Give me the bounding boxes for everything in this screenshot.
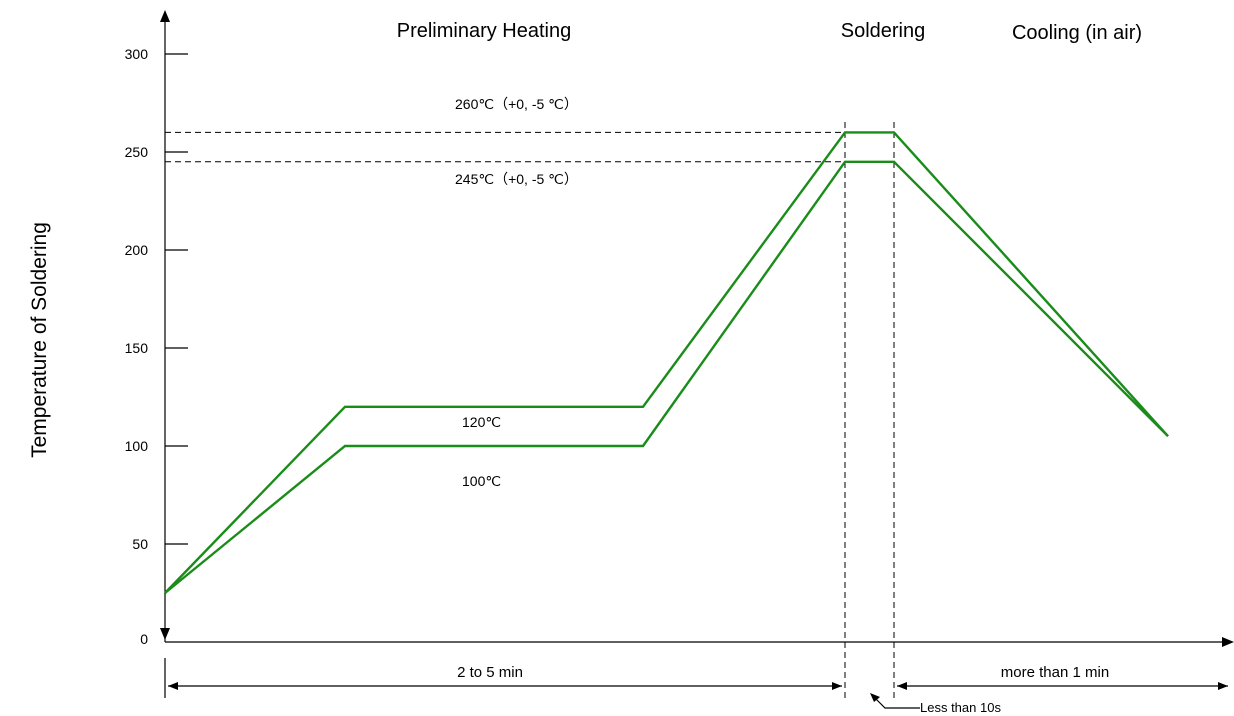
preheat-arrow-left	[168, 682, 178, 690]
y-tick-label-300: 300	[125, 46, 149, 62]
y-ticks: 0 50 100 150 200 250 300	[125, 46, 188, 647]
y-axis-arrow-top	[160, 10, 170, 22]
phase-label-preliminary: Preliminary Heating	[397, 20, 572, 42]
y-axis-arrow-bottom	[160, 628, 170, 640]
duration-cooling: more than 1 min	[1001, 664, 1109, 681]
y-axis-label: Temperature of Soldering	[28, 222, 51, 458]
y-tick-label-50: 50	[132, 536, 148, 552]
phase-label-soldering: Soldering	[841, 20, 926, 42]
preheat-arrow-right	[832, 682, 842, 690]
duration-preheat: 2 to 5 min	[457, 664, 523, 681]
cooling-arrow-right	[1218, 682, 1228, 690]
y-tick-label-200: 200	[125, 242, 149, 258]
annotation-preheat-low: 100℃	[462, 473, 501, 489]
x-axis-arrow	[1222, 637, 1234, 647]
series-line-lower	[164, 160, 1169, 594]
y-tick-label-100: 100	[125, 438, 149, 454]
phase-label-cooling: Cooling (in air)	[1012, 22, 1142, 44]
annotation-peak-low: 245℃（+0, -5 ℃）	[455, 171, 578, 187]
series-line-upper	[164, 131, 1169, 594]
soldering-leader-arrow	[870, 693, 880, 702]
y-tick-label-150: 150	[125, 340, 149, 356]
annotation-preheat-high: 120℃	[462, 414, 501, 430]
cooling-arrow-left	[897, 682, 907, 690]
annotation-peak-high: 260℃（+0, -5 ℃）	[455, 96, 578, 112]
duration-soldering: Less than 10s	[920, 700, 1001, 715]
y-tick-label-0: 0	[140, 631, 148, 647]
y-tick-label-250: 250	[125, 144, 149, 160]
